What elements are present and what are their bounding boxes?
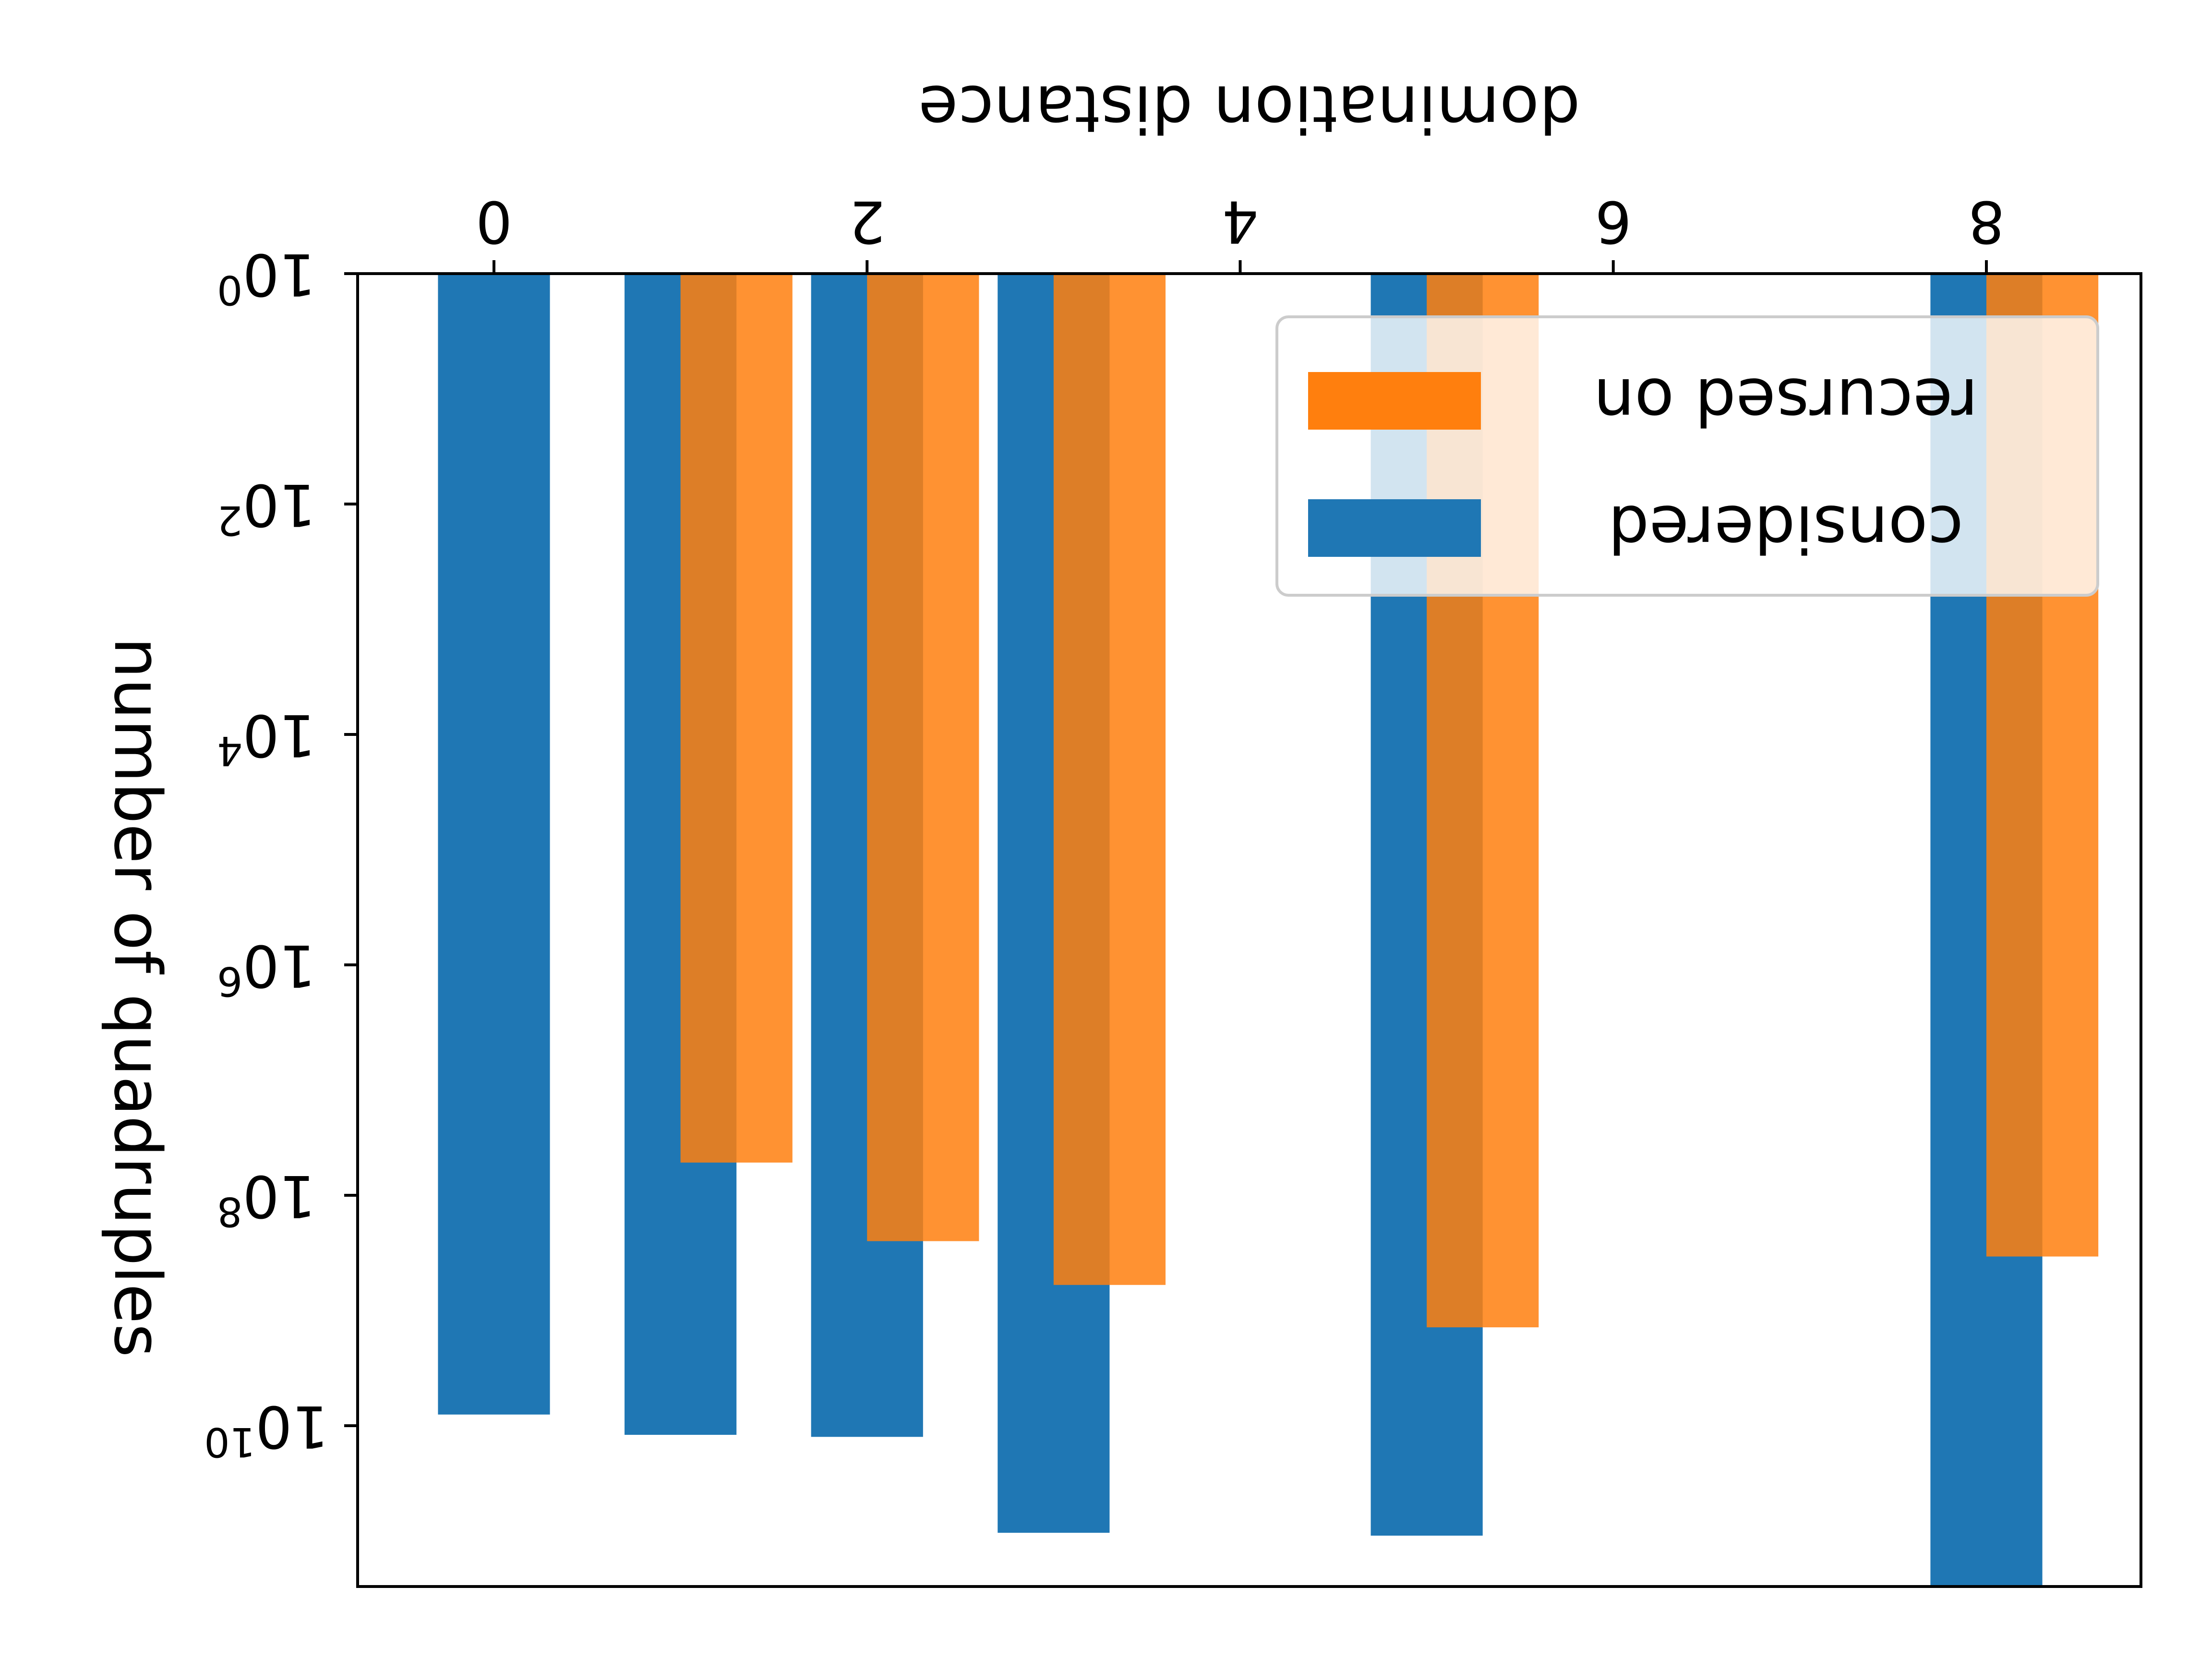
legend-swatch-recursed-on xyxy=(1308,372,1481,430)
y-axis-ticks: 100 102 104 106 108 1010 xyxy=(204,240,358,1466)
y-tick-label: 1010 xyxy=(204,1393,329,1466)
y-axis-label: number of quadruples xyxy=(100,637,175,1357)
y-tick-text: 108 xyxy=(217,1162,316,1235)
y-tick-label: 102 xyxy=(217,471,316,544)
legend-label-considered: considered xyxy=(1608,491,1963,566)
legend-label-recursed-on: recursed on xyxy=(1593,364,1978,439)
y-tick-label: 104 xyxy=(217,701,316,774)
plot-area-frame xyxy=(356,272,2142,1588)
bars-layer xyxy=(438,274,2099,1587)
x-axis-ticks: 0 2 4 6 8 xyxy=(476,188,2005,274)
y-tick-label: 100 xyxy=(217,240,316,313)
y-tick-text: 1010 xyxy=(204,1393,329,1466)
y-tick-label: 106 xyxy=(217,932,316,1005)
x-tick-label: 2 xyxy=(849,188,885,254)
x-tick-label: 4 xyxy=(1222,188,1258,254)
axis-labels: domination distance number of quadruples xyxy=(100,71,1580,1358)
y-tick-label: 108 xyxy=(217,1162,316,1235)
x-tick-label: 0 xyxy=(476,188,512,254)
y-tick-text: 100 xyxy=(217,240,316,313)
y-tick-text: 102 xyxy=(217,471,316,544)
bar-recursed-on-x3 xyxy=(1053,274,1166,1285)
legend-box xyxy=(1275,315,2099,597)
y-tick-text: 104 xyxy=(217,701,316,774)
legend-swatch-considered xyxy=(1308,499,1481,557)
y-tick-text: 106 xyxy=(217,932,316,1005)
legend: recursed on considered xyxy=(1275,315,2099,597)
bar-considered-x0 xyxy=(438,274,550,1415)
x-tick-label: 8 xyxy=(1968,188,2005,254)
bar-recursed-on-x1 xyxy=(680,274,793,1163)
bar-recursed-on-x2 xyxy=(867,274,979,1241)
x-axis-label: domination distance xyxy=(918,71,1580,146)
x-tick-label: 6 xyxy=(1595,188,1632,254)
